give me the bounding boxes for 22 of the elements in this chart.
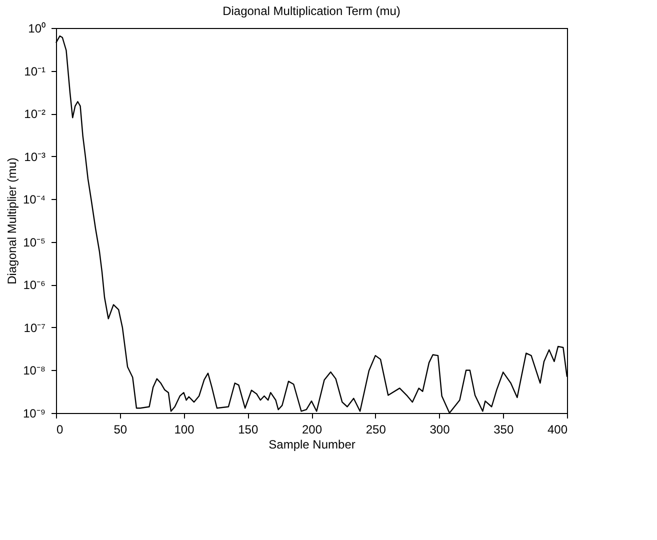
y-tick-label: 10⁻² — [24, 107, 46, 122]
y-tick-label: 10⁻⁴ — [22, 192, 46, 207]
x-tick-label: 350 — [494, 422, 514, 436]
x-tick-label: 50 — [114, 422, 128, 436]
y-tick-label: 10⁻⁶ — [23, 278, 46, 292]
x-tick-label: 100 — [174, 422, 195, 436]
x-axis-title: Sample Number — [268, 438, 356, 452]
x-tick-label: 400 — [547, 422, 568, 436]
x-tick-label: 150 — [238, 422, 258, 436]
y-tick-label: 10⁻⁷ — [24, 320, 46, 335]
x-tick-label: 0 — [56, 422, 64, 436]
y-tick-label: 10⁻⁹ — [23, 406, 46, 420]
y-axis-title: Diagonal Multiplier (mu) — [4, 158, 19, 284]
x-tick-label: 300 — [430, 422, 450, 436]
y-tick-label: 10⁰ — [28, 22, 46, 36]
y-tick-label: 10⁻⁵ — [23, 235, 46, 250]
y-tick-label: 10⁻⁸ — [23, 364, 46, 378]
y-tick-label: 10⁻³ — [24, 150, 46, 164]
x-tick-label: 200 — [302, 422, 322, 436]
chart-title: Diagonal Multiplication Term (mu) — [222, 4, 400, 18]
x-tick-label: 250 — [366, 422, 386, 436]
y-tick-label: 10⁻¹ — [24, 64, 46, 78]
